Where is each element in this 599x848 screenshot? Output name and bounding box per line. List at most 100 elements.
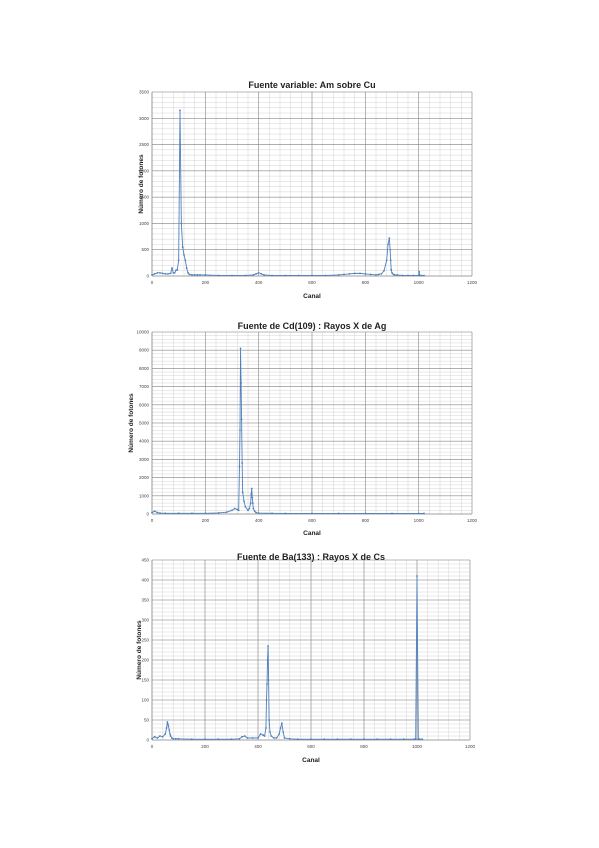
data-point — [267, 645, 269, 647]
data-point — [230, 738, 233, 741]
data-point — [180, 222, 183, 225]
data-point — [255, 511, 257, 514]
data-point — [396, 274, 399, 276]
data-point — [204, 738, 206, 741]
y-tick-label: 450 — [141, 558, 149, 563]
x-axis-label: Canal — [303, 530, 321, 537]
x-tick-label: 400 — [254, 744, 262, 749]
x-tick-label: 1000 — [412, 744, 423, 749]
x-tick-label: 0 — [151, 744, 154, 749]
y-axis-label: Número de fotones — [138, 154, 145, 214]
data-point — [387, 243, 389, 246]
data-point — [251, 496, 254, 499]
data-point — [161, 735, 164, 738]
data-point — [170, 737, 173, 739]
data-point — [270, 735, 273, 737]
y-tick-label: 300 — [141, 618, 149, 623]
data-point — [169, 735, 172, 737]
data-point — [273, 737, 275, 739]
data-point — [418, 738, 421, 741]
data-point — [159, 512, 161, 514]
data-point — [251, 737, 254, 739]
chart-title: Fuente de Cd(109) : Rayos X de Ag — [238, 321, 387, 331]
x-tick-label: 200 — [201, 744, 209, 749]
data-point — [268, 719, 271, 721]
data-point — [240, 382, 242, 384]
data-point — [165, 727, 168, 729]
data-point — [181, 246, 184, 248]
data-point — [159, 735, 161, 737]
data-point — [156, 737, 159, 739]
y-tick-label: 350 — [141, 598, 149, 603]
data-point — [383, 269, 385, 272]
x-tick-label: 1000 — [414, 280, 425, 285]
data-point — [388, 237, 391, 240]
data-point — [247, 509, 249, 512]
data-point — [377, 273, 380, 276]
data-point — [421, 738, 424, 741]
data-point — [363, 738, 365, 741]
y-tick-label: 3500 — [139, 90, 150, 95]
data-point — [375, 274, 377, 276]
data-point — [185, 267, 188, 270]
data-point — [267, 679, 270, 681]
data-point — [183, 254, 185, 256]
data-point — [420, 274, 423, 277]
data-point — [184, 259, 187, 262]
data-point — [159, 271, 161, 274]
y-tick-label: 0 — [146, 512, 149, 517]
data-point — [401, 274, 404, 277]
data-point — [412, 274, 415, 277]
data-point — [255, 272, 257, 275]
data-point — [423, 512, 425, 515]
y-tick-label: 2500 — [139, 142, 150, 147]
data-point — [390, 268, 393, 271]
data-point — [417, 738, 420, 741]
data-point — [231, 274, 233, 277]
data-point — [167, 725, 170, 727]
data-point — [217, 512, 220, 514]
data-point — [233, 507, 236, 510]
data-point — [263, 274, 265, 276]
x-tick-label: 1200 — [465, 744, 476, 749]
data-point — [364, 512, 367, 515]
data-point — [240, 418, 243, 421]
data-point — [323, 738, 326, 741]
data-point — [353, 272, 356, 275]
data-point — [389, 738, 392, 741]
data-point — [153, 510, 156, 513]
data-point — [156, 511, 159, 514]
x-tick-label: 0 — [151, 518, 154, 523]
data-point — [414, 738, 417, 741]
y-tick-label: 100 — [141, 698, 149, 703]
y-tick-label: 2000 — [139, 475, 150, 480]
chart-title: Fuente de Ba(133) : Rayos X de Cs — [237, 552, 385, 562]
data-point — [193, 274, 196, 276]
data-point — [161, 272, 164, 275]
data-point — [153, 272, 156, 275]
data-point — [151, 737, 153, 740]
data-point — [174, 737, 177, 740]
data-point — [176, 268, 179, 271]
y-tick-label: 1000 — [139, 493, 150, 498]
data-point — [204, 274, 207, 276]
x-tick-label: 800 — [362, 280, 370, 285]
x-tick-label: 400 — [255, 280, 263, 285]
data-point — [259, 733, 262, 735]
data-point — [407, 274, 409, 277]
x-tick-label: 800 — [360, 744, 368, 749]
y-tick-label: 7000 — [139, 384, 150, 389]
data-point — [265, 699, 268, 701]
data-point — [265, 727, 267, 729]
data-point — [418, 270, 421, 273]
data-point — [324, 274, 327, 277]
data-point — [262, 734, 265, 737]
y-tick-label: 200 — [141, 658, 149, 663]
data-point — [241, 491, 244, 494]
x-tick-label: 600 — [308, 280, 316, 285]
data-point — [260, 272, 263, 275]
data-point — [164, 272, 167, 275]
data-point — [251, 502, 254, 504]
chart-ba133: 0 50 100 150 200 250 300 350 400 450 0 200 400 600 800… — [0, 548, 599, 770]
y-tick-label: 0 — [146, 738, 149, 743]
